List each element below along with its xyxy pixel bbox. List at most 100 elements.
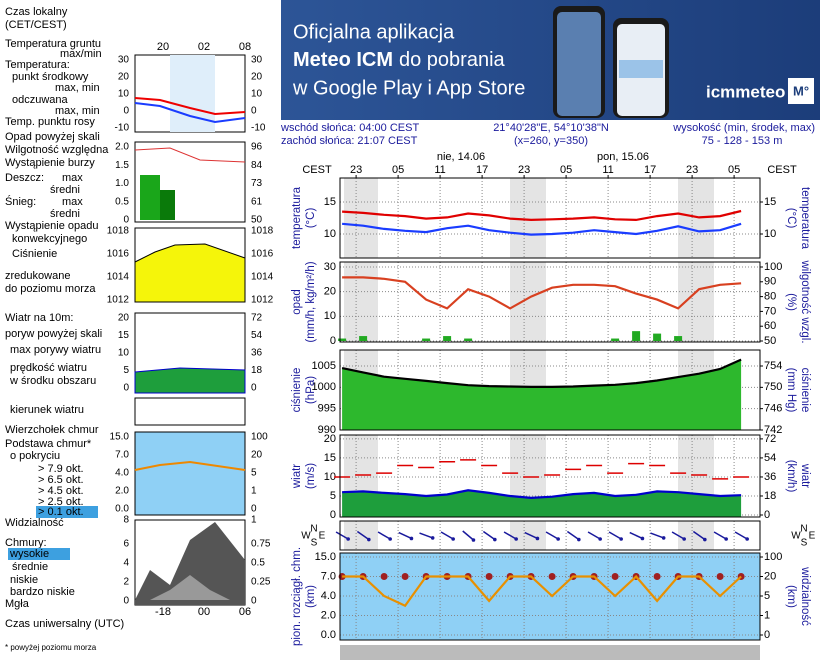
phone-screen-chart [619, 60, 663, 78]
y-tick-label: 10 [324, 471, 336, 483]
wind-arrow [482, 530, 496, 541]
y-tick-label: 10 [324, 228, 336, 240]
legend-axis-label: 20 [251, 72, 263, 83]
y-tick-label: 10 [324, 310, 336, 322]
x-tick-label: 23 [518, 164, 530, 176]
legend-axis-label: 100 [251, 432, 268, 443]
banner[interactable] [281, 0, 820, 120]
wind-arrow-head [577, 537, 581, 542]
x-tick-label: 05 [560, 164, 572, 176]
y-tick-label: 20 [324, 433, 336, 445]
legend-axis-label: 0 [251, 383, 257, 394]
legend-axis-label: 0 [123, 106, 129, 117]
y-tick-label: 1000 [312, 381, 336, 393]
legend-axis-label: 0 [251, 504, 257, 515]
y2-tick-label: 20 [764, 570, 776, 582]
legend-label: zredukowane [5, 270, 70, 282]
cloud-base-dot [611, 573, 619, 580]
legend-label: max, min [55, 105, 100, 117]
x-tick-label: 23 [686, 164, 698, 176]
wind-arrow [419, 532, 433, 539]
y-axis-label: wiatr [291, 464, 303, 489]
y-axis-label: (hPa) [305, 376, 317, 404]
precip-bar [611, 338, 620, 341]
y-tick-label: 15 [324, 452, 336, 464]
day-label: pon, 15.06 [597, 151, 649, 163]
y2-tick-label: 750 [764, 381, 782, 393]
legend-time-label: -18 [155, 606, 171, 618]
y2-tick-label: 100 [764, 551, 782, 563]
legend-axis-label: 0 [123, 596, 129, 607]
legend-label: Temperatura: [5, 59, 70, 71]
y-tick-label: 30 [324, 261, 336, 273]
y2-tick-label: 754 [764, 360, 782, 372]
y2-axis-label: (°C) [785, 208, 797, 229]
compass-letter: N [310, 524, 317, 535]
legend-label: prędkość wiatru [10, 362, 87, 374]
legend-highlight [8, 548, 70, 560]
y2-tick-label: 36 [764, 471, 776, 483]
y-axis-label: (°C) [305, 208, 317, 229]
legend-axis-label: 15.0 [110, 432, 130, 443]
legend-axis-label: 0.5 [115, 196, 129, 207]
sunset: zachód słońca: 21:07 CEST [281, 135, 418, 147]
cloud-base-dot [401, 573, 409, 580]
legend-time-label: 06 [239, 606, 251, 618]
y2-tick-label: 742 [764, 424, 782, 436]
legend-label: wysokie [9, 548, 49, 560]
legend-axis-label: 20 [118, 72, 130, 83]
y-axis-label: temperatura [291, 186, 303, 249]
legend-time-label: 08 [239, 41, 251, 53]
legend-label: Śnieg: [5, 195, 36, 208]
series-line [342, 209, 742, 222]
wind-arrow-head [682, 537, 686, 541]
legend-axis-label: 2.0 [115, 486, 129, 497]
y2-axis-label: (mm Hg) [785, 368, 797, 413]
legend-axis-label: 0 [251, 596, 257, 607]
y2-axis-label: (km/h) [785, 460, 797, 493]
legend-label: Podstawa chmur* [5, 438, 92, 450]
y2-axis-label: widzialność [799, 566, 811, 626]
y2-tick-label: 18 [764, 490, 776, 502]
y-tick-label: 0 [330, 509, 336, 521]
wind-arrow-head [430, 536, 435, 540]
night-band [344, 178, 378, 258]
legend-label: (CET/CEST) [5, 19, 67, 31]
legend-highlight [36, 506, 98, 518]
cloud-base-dot [380, 573, 388, 580]
wind-arrow-head [514, 537, 518, 541]
elevation: 75 - 128 - 153 m [702, 135, 783, 147]
banner-line: Oficjalna aplikacja [293, 21, 455, 43]
y-tick-label: 15.0 [315, 551, 336, 563]
legend-axis-label: 96 [251, 142, 263, 153]
series-line [342, 489, 742, 500]
y-tick-label: 7.0 [321, 570, 336, 582]
panel-frame [339, 261, 761, 343]
legend-axis-label: 5 [251, 468, 257, 479]
legend-axis-label: 2.0 [115, 142, 129, 153]
y-tick-label: 2.0 [321, 609, 336, 621]
compass-letter: E [319, 531, 326, 542]
legend-axis-label: 2 [123, 577, 129, 588]
wind-arrow-head [661, 536, 666, 540]
panel-frame [339, 177, 761, 259]
legend-label: * powyżej poziomu morza [5, 643, 97, 652]
legend-time-label: 20 [157, 41, 169, 53]
legend-axis-label: 1 [251, 515, 257, 526]
y2-tick-label: 100 [764, 261, 782, 273]
legend-axis-label: 1.5 [115, 160, 129, 171]
legend-label: Wystąpienie burzy [5, 157, 95, 169]
y-axis-label: ciśnienie [291, 368, 303, 413]
legend-axis-label: 18 [251, 365, 263, 376]
y-tick-label: 5 [330, 490, 336, 502]
legend-label: Wilgotność względna [5, 144, 109, 156]
y2-tick-label: 746 [764, 403, 782, 415]
legend-axis-label: -10 [251, 123, 266, 134]
y-axis-label: (m/s) [305, 463, 317, 489]
y2-axis-label: wilgotność wzgl. [799, 259, 811, 343]
legend-label: max porywy wiatru [10, 344, 101, 356]
cloud-base-dot [485, 573, 493, 580]
y-tick-label: 4.0 [321, 590, 336, 602]
night-band [678, 521, 714, 550]
night-band [344, 521, 378, 550]
